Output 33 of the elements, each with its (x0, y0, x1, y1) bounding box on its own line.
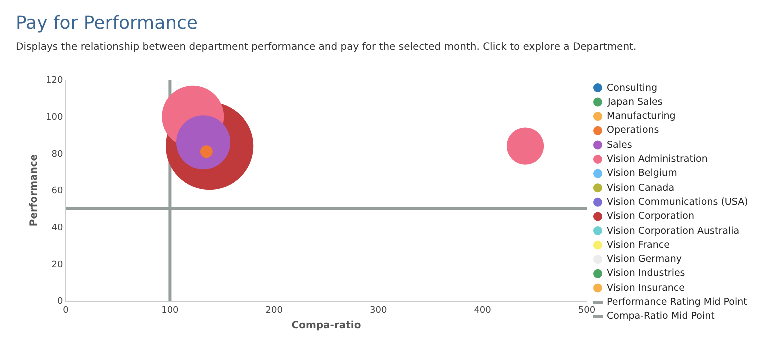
y-tick-label: 100 (46, 112, 64, 123)
legend-label: Vision Communications (USA) (607, 197, 748, 208)
legend-label: Operations (607, 125, 660, 136)
legend-label: Performance Rating Mid Point (607, 297, 748, 308)
x-axis-title: Compa-ratio (292, 320, 362, 332)
legend-label: Vision Germany (607, 254, 682, 265)
legend-label: Vision Insurance (607, 283, 686, 294)
legend-label: Vision Administration (607, 154, 708, 165)
x-tick-label: 200 (266, 306, 284, 316)
legend-label: Manufacturing (607, 111, 676, 122)
chart-title: Pay for Performance (16, 13, 198, 34)
legend-label: Vision Canada (607, 183, 675, 194)
y-tick-label: 40 (52, 223, 64, 234)
legend-label: Compa-Ratio Mid Point (607, 311, 716, 322)
y-tick-label: 0 (57, 297, 64, 308)
legend-label: Japan Sales (607, 97, 663, 108)
legend-label: Consulting (607, 83, 658, 94)
legend-label: Sales (607, 140, 632, 151)
legend-label: Vision Industries (607, 268, 686, 279)
x-tick-label: 100 (162, 306, 180, 316)
legend-label: Vision Belgium (607, 168, 678, 179)
y-tick-label: 60 (52, 186, 64, 197)
legend-label: Vision Corporation (607, 211, 694, 222)
y-tick-label: 80 (52, 150, 64, 160)
legend-label: Vision Corporation Australia (607, 226, 740, 237)
x-tick-label: 400 (474, 306, 492, 316)
y-axis-title: Performance (29, 154, 40, 227)
y-tick-label: 120 (46, 76, 64, 86)
x-tick-label: 500 (578, 306, 596, 316)
chart-subtitle: Displays the relationship between department performance and pay for the selected month. Click to explore a Department. (16, 42, 637, 53)
legend-label: Vision France (607, 240, 670, 251)
y-tick-label: 20 (52, 260, 64, 270)
x-tick-label: 300 (370, 306, 388, 316)
